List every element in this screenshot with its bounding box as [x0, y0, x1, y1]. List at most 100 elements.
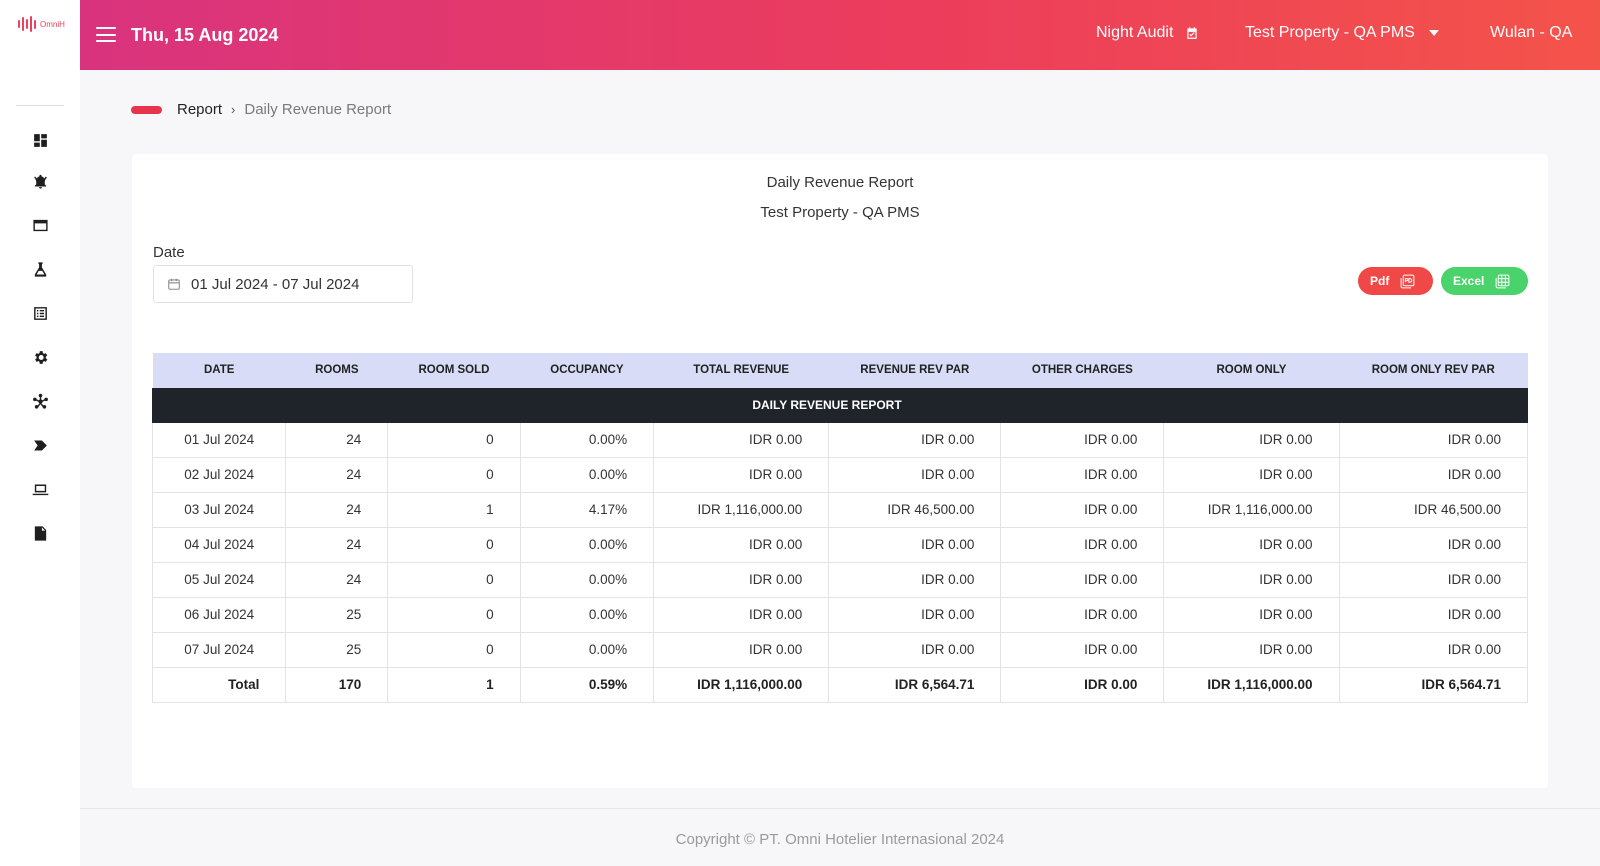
- menu-icon[interactable]: [96, 27, 116, 42]
- table-caption-row: DAILY REVENUE REPORT: [152, 387, 1528, 423]
- date-range-picker[interactable]: 01 Jul 2024 - 07 Jul 2024: [153, 265, 413, 303]
- cell-room-only: IDR 0.00: [1163, 456, 1340, 493]
- cell-room-only-rev-par: IDR 0.00: [1338, 561, 1529, 598]
- cell-other-charges: IDR 0.00: [1000, 456, 1165, 493]
- logo-text: OmniH: [40, 19, 65, 29]
- report-card: Daily Revenue Report Test Property - QA …: [132, 154, 1548, 788]
- night-audit-button[interactable]: Night Audit: [1096, 24, 1199, 42]
- cell-other-charges: IDR 0.00: [1000, 526, 1165, 563]
- cell-room-only-rev-par: IDR 0.00: [1338, 526, 1529, 563]
- cell-rooms: 24: [285, 526, 389, 563]
- cell-date: 01 Jul 2024: [151, 421, 287, 458]
- cell-room-sold: 0: [387, 421, 521, 458]
- cell-total-other-charges: IDR 0.00: [1000, 666, 1165, 703]
- table-row: 04 Jul 2024 24 0 0.00% IDR 0.00 IDR 0.00…: [151, 526, 1529, 563]
- cell-room-sold: 0: [387, 631, 521, 668]
- cell-total-room-sold: 1: [387, 666, 521, 703]
- list-icon[interactable]: [31, 304, 49, 322]
- dashboard-icon[interactable]: [31, 131, 49, 149]
- laptop-icon[interactable]: [31, 480, 49, 498]
- col-room-only-rev-par: ROOM ONLY REV PAR: [1339, 353, 1528, 388]
- current-date: Thu, 15 Aug 2024: [131, 25, 279, 45]
- cell-other-charges: IDR 0.00: [1000, 631, 1165, 668]
- col-other-charges: OTHER CHARGES: [1000, 353, 1164, 388]
- cell-occupancy: 0.00%: [519, 421, 655, 458]
- cell-revenue-rev-par: IDR 0.00: [828, 421, 1002, 458]
- cell-occupancy: 0.00%: [519, 561, 655, 598]
- cell-total-revenue: IDR 0.00: [653, 456, 830, 493]
- cell-room-only: IDR 1,116,000.00: [1163, 491, 1340, 528]
- cell-total-room-only: IDR 1,116,000.00: [1163, 666, 1340, 703]
- cell-total-revenue: IDR 0.00: [653, 526, 830, 563]
- cell-total-revenue: IDR 0.00: [653, 596, 830, 633]
- cell-date: 06 Jul 2024: [151, 596, 287, 633]
- breadcrumb-accent: [131, 106, 162, 114]
- footer-divider: [80, 808, 1600, 809]
- cell-room-only-rev-par: IDR 0.00: [1338, 456, 1529, 493]
- cell-rooms: 24: [285, 456, 389, 493]
- cell-total-occupancy: 0.59%: [519, 666, 655, 703]
- calendar-check-icon: [1187, 27, 1198, 39]
- cell-revenue-rev-par: IDR 0.00: [828, 596, 1002, 633]
- property-selector[interactable]: Test Property - QA PMS: [1245, 24, 1439, 42]
- cell-revenue-rev-par: IDR 46,500.00: [828, 491, 1002, 528]
- cell-total-room-only-rev-par: IDR 6,564.71: [1338, 666, 1529, 703]
- cell-other-charges: IDR 0.00: [1000, 561, 1165, 598]
- cell-room-sold: 0: [387, 526, 521, 563]
- table-row: 05 Jul 2024 24 0 0.00% IDR 0.00 IDR 0.00…: [151, 561, 1529, 598]
- col-room-sold: ROOM SOLD: [387, 353, 521, 388]
- table-header-row: DATE ROOMS ROOM SOLD OCCUPANCY TOTAL REV…: [152, 353, 1528, 388]
- breadcrumb-separator: ›: [231, 102, 236, 117]
- document-icon[interactable]: [31, 524, 49, 542]
- cell-room-only-rev-par: IDR 0.00: [1338, 421, 1529, 458]
- cell-room-only: IDR 0.00: [1163, 596, 1340, 633]
- cell-total-label: Total: [151, 666, 287, 703]
- tag-icon[interactable]: [31, 436, 49, 454]
- pdf-label: Pdf: [1370, 274, 1390, 288]
- cell-room-only: IDR 0.00: [1163, 561, 1340, 598]
- top-header: Thu, 15 Aug 2024 Night Audit Test Proper…: [80, 0, 1600, 70]
- cell-occupancy: 0.00%: [519, 631, 655, 668]
- pdf-file-icon: [1400, 274, 1415, 288]
- cell-room-only-rev-par: IDR 46,500.00: [1338, 491, 1529, 528]
- sidebar-divider: [16, 105, 64, 106]
- settings-icon[interactable]: [31, 348, 49, 366]
- cell-total-revenue-rev-par: IDR 6,564.71: [828, 666, 1002, 703]
- cell-date: 05 Jul 2024: [151, 561, 287, 598]
- cell-total-rooms: 170: [285, 666, 389, 703]
- cell-revenue-rev-par: IDR 0.00: [828, 456, 1002, 493]
- excel-label: Excel: [1453, 274, 1485, 288]
- bell-icon[interactable]: [31, 172, 49, 190]
- cell-rooms: 24: [285, 561, 389, 598]
- cell-room-sold: 0: [387, 456, 521, 493]
- table-row: 03 Jul 2024 24 1 4.17% IDR 1,116,000.00 …: [151, 491, 1529, 528]
- window-icon[interactable]: [31, 216, 49, 234]
- flask-icon[interactable]: [31, 260, 49, 278]
- brand-logo[interactable]: OmniH: [18, 16, 65, 32]
- cell-other-charges: IDR 0.00: [1000, 596, 1165, 633]
- col-total-revenue: TOTAL REVENUE: [653, 353, 829, 388]
- table-row: 02 Jul 2024 24 0 0.00% IDR 0.00 IDR 0.00…: [151, 456, 1529, 493]
- cell-room-only: IDR 0.00: [1163, 526, 1340, 563]
- cell-room-sold: 0: [387, 596, 521, 633]
- user-menu[interactable]: Wulan - QA: [1490, 24, 1573, 41]
- export-excel-button[interactable]: Excel: [1441, 267, 1528, 295]
- property-name: Test Property - QA PMS: [1245, 24, 1415, 41]
- table-row: 01 Jul 2024 24 0 0.00% IDR 0.00 IDR 0.00…: [151, 421, 1529, 458]
- cell-revenue-rev-par: IDR 0.00: [828, 526, 1002, 563]
- cell-room-sold: 1: [387, 491, 521, 528]
- export-pdf-button[interactable]: Pdf: [1358, 267, 1433, 295]
- night-audit-label: Night Audit: [1096, 24, 1174, 41]
- cell-date: 07 Jul 2024: [151, 631, 287, 668]
- cell-room-only-rev-par: IDR 0.00: [1338, 631, 1529, 668]
- table-caption: DAILY REVENUE REPORT: [152, 387, 1528, 423]
- cell-date: 03 Jul 2024: [151, 491, 287, 528]
- cell-rooms: 25: [285, 596, 389, 633]
- cell-room-only: IDR 0.00: [1163, 631, 1340, 668]
- cell-revenue-rev-par: IDR 0.00: [828, 631, 1002, 668]
- col-rooms: ROOMS: [285, 353, 388, 388]
- cell-rooms: 24: [285, 421, 389, 458]
- breadcrumb-report-link[interactable]: Report: [177, 101, 223, 118]
- col-occupancy: OCCUPANCY: [520, 353, 654, 388]
- network-icon[interactable]: [31, 392, 49, 410]
